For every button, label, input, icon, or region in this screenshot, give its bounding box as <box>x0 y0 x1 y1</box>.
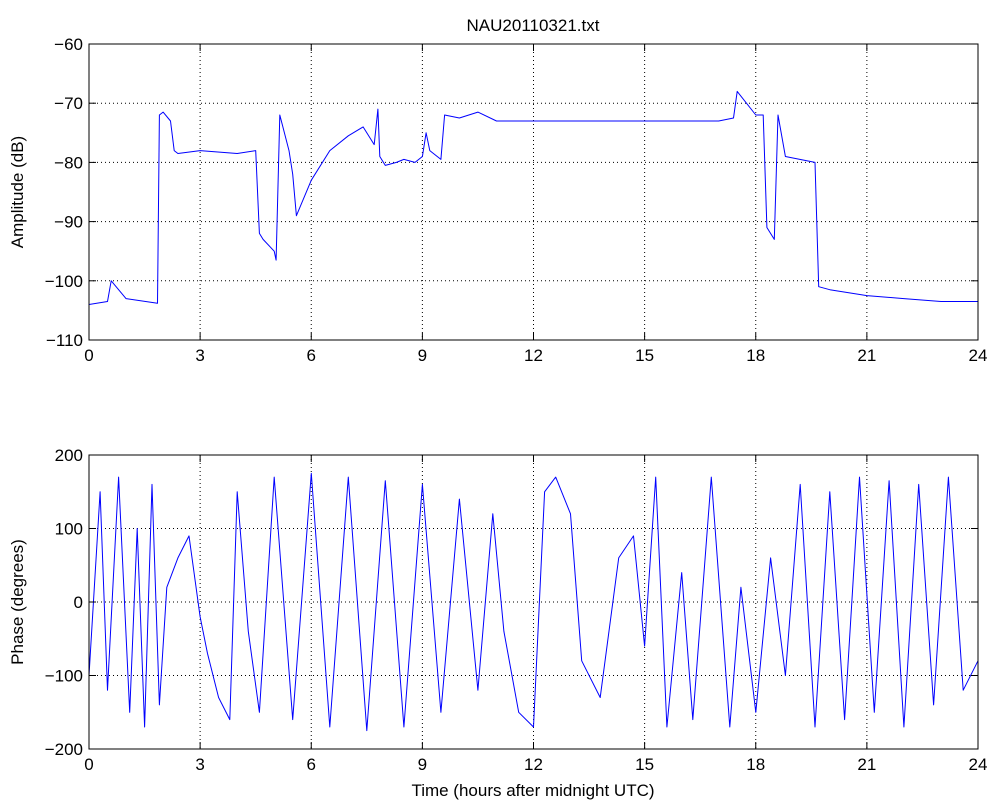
x-tick-label: 24 <box>969 346 988 365</box>
amplitude-x-ticks: 0 3 6 9 12 15 18 21 24 <box>84 44 987 365</box>
x-tick-label: 15 <box>635 346 654 365</box>
y-tick-label: −70 <box>54 94 83 113</box>
y-tick-label: −110 <box>46 331 83 350</box>
y-tick-label: −60 <box>54 35 83 54</box>
x-tick-label: 0 <box>84 346 93 365</box>
x-tick-label: 0 <box>84 755 93 774</box>
x-tick-label: 6 <box>307 346 316 365</box>
x-tick-label: 3 <box>195 346 204 365</box>
phase-x-axis-label: Time (hours after midnight UTC) <box>411 781 654 800</box>
phase-grid <box>89 455 978 749</box>
phase-series <box>88 472 979 732</box>
x-tick-label: 21 <box>857 755 876 774</box>
series-line-0 <box>88 472 979 732</box>
y-tick-label: −80 <box>54 153 83 172</box>
x-tick-label: 15 <box>635 755 654 774</box>
x-tick-label: 18 <box>746 346 765 365</box>
y-tick-label: −90 <box>54 213 83 232</box>
y-tick-label: −100 <box>45 667 83 686</box>
phase-y-axis-label: Phase (degrees) <box>8 539 27 665</box>
x-tick-label: 9 <box>418 346 427 365</box>
y-tick-label: −100 <box>45 272 83 291</box>
x-tick-label: 6 <box>307 755 316 774</box>
series-line-0 <box>88 90 978 305</box>
amplitude-y-axis-label: Amplitude (dB) <box>8 136 27 248</box>
x-tick-label: 12 <box>524 346 543 365</box>
x-tick-label: 18 <box>746 755 765 774</box>
x-tick-label: 3 <box>195 755 204 774</box>
amplitude-grid <box>89 44 978 340</box>
phase-y-ticks: −200 −100 0 100 200 <box>45 446 978 759</box>
amplitude-series <box>88 90 978 305</box>
phase-x-ticks: 0 3 6 9 12 15 18 21 24 <box>84 455 987 774</box>
amplitude-plot: NAU20110321.txt 0 3 6 9 12 15 18 21 24 −110−100−… <box>8 16 987 365</box>
x-tick-label: 9 <box>418 755 427 774</box>
phase-plot: 0 3 6 9 12 15 18 21 24 −200 −100 0 100 200 Phase (de… <box>8 446 987 800</box>
y-tick-label: −200 <box>45 740 83 759</box>
x-tick-label: 12 <box>524 755 543 774</box>
y-tick-label: 0 <box>74 593 83 612</box>
amplitude-y-ticks: −110 −100 −90 −80 −70 −60 <box>45 35 978 350</box>
x-tick-label: 24 <box>969 755 988 774</box>
x-tick-label: 21 <box>857 346 876 365</box>
y-tick-label: 200 <box>55 446 83 465</box>
y-tick-label: 100 <box>55 520 83 539</box>
amplitude-plot-title: NAU20110321.txt <box>467 16 600 35</box>
